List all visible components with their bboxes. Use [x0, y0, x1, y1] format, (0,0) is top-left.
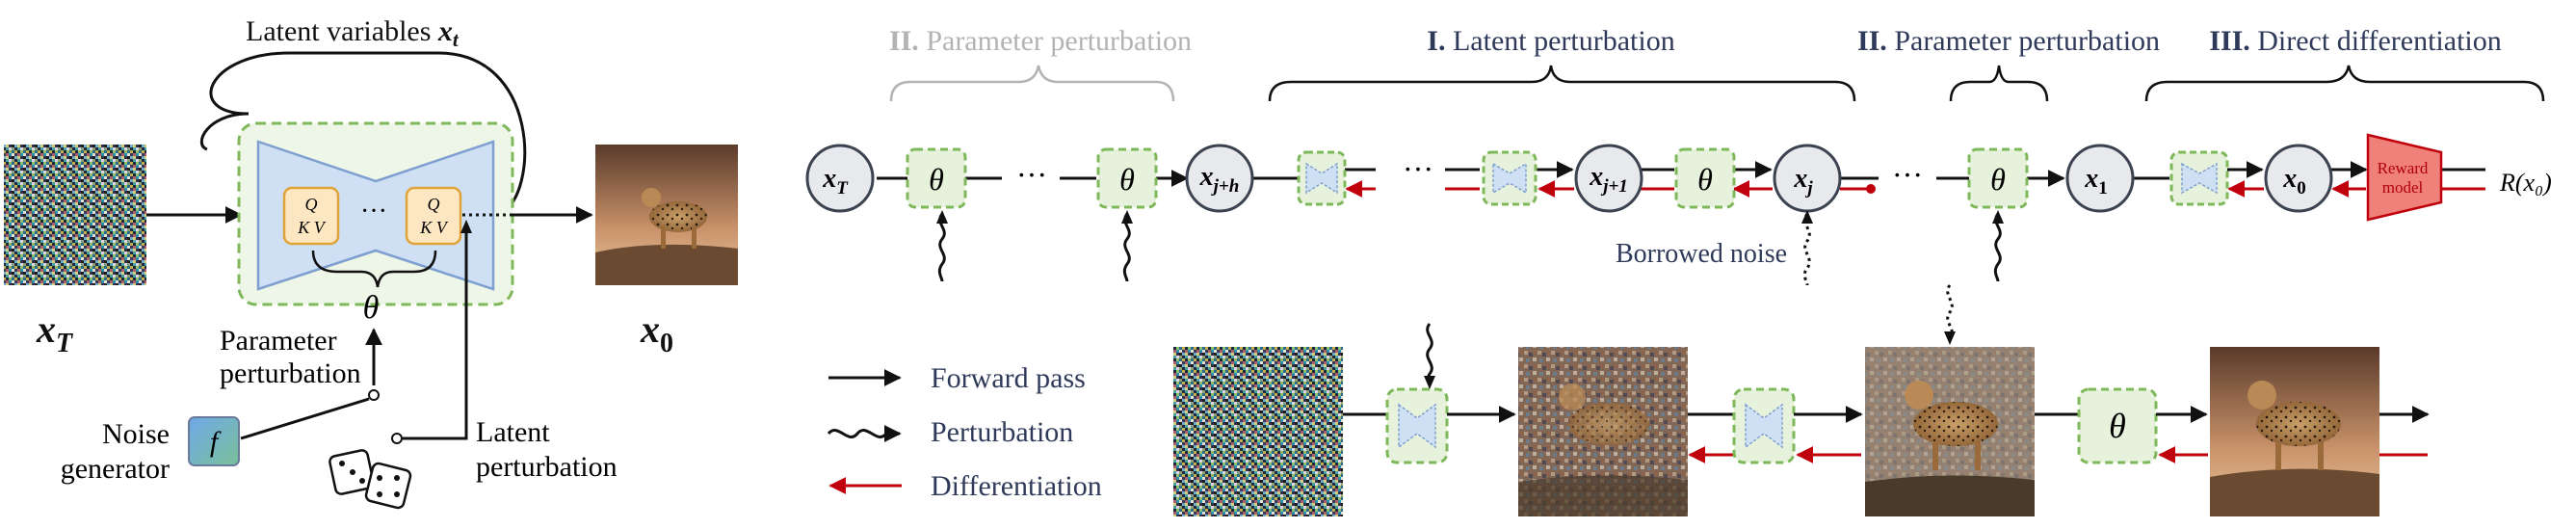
svg-text:θ: θ: [1990, 162, 2006, 197]
legend-perturb-label: Perturbation: [931, 416, 1073, 448]
dice-icon: [329, 449, 412, 510]
qkv-dots: ···: [360, 197, 387, 226]
switch-node-top: [368, 389, 380, 401]
theta-box-3: θ: [1674, 147, 1736, 209]
bottom-image-noisy-2: [1865, 347, 2035, 516]
svg-text:xj+1: xj+1: [1589, 162, 1628, 197]
section-i-title: I. Latent perturbation: [1427, 25, 1674, 57]
svg-text:xj: xj: [1793, 164, 1813, 198]
latent-loop-line: [209, 51, 527, 216]
svg-text:xT: xT: [822, 164, 849, 198]
dots-1: ···: [1016, 157, 1047, 192]
theta-left: θ: [363, 290, 380, 326]
section-headers: II. Parameter perturbation I. Latent per…: [889, 25, 2545, 102]
unet-mini-3: [2169, 150, 2229, 206]
x0-image: [595, 145, 738, 285]
theta-box-2: θ: [1096, 147, 1158, 209]
node-xj: xj: [1773, 144, 1842, 213]
node-xT: xT: [805, 144, 875, 213]
latent-pert-line2: perturbation: [476, 451, 618, 483]
brace-iii: [2144, 65, 2545, 102]
brace-ii: [1949, 65, 2049, 102]
legend: Forward pass Perturbation Differentiatio…: [827, 362, 1102, 502]
squiggle-3: [1993, 213, 2002, 282]
squiggle-1: [937, 213, 946, 282]
bottom-squiggle-borrowed: [1946, 284, 1954, 339]
theta-brace: [311, 250, 437, 288]
left-panel: Latent variables xt xT Q K V ··· Q K V θ: [4, 15, 738, 510]
qkv-left: [282, 186, 340, 246]
bottom-image-clean: [2210, 347, 2379, 516]
svg-text:θ: θ: [1119, 162, 1135, 197]
node-xj1: xj+1: [1574, 144, 1643, 213]
bottom-unet-1: [1385, 387, 1449, 464]
qkv-right-kv: K V: [419, 218, 449, 237]
switch-lever: [240, 397, 370, 440]
qkv-right-q: Q: [428, 195, 440, 214]
section-ii-faded-title: II. Parameter perturbation: [889, 25, 1192, 57]
theta-box-1: θ: [906, 147, 967, 209]
param-pert-line1: Parameter: [220, 325, 337, 357]
svg-text:θ: θ: [1697, 162, 1713, 197]
bottom-theta-box: θ: [2077, 387, 2158, 464]
switch-node-bottom: [391, 433, 403, 444]
svg-text:Reward: Reward: [2378, 159, 2429, 177]
latent-loop-left: [200, 112, 250, 151]
borrowed-noise-label: Borrowed noise: [1616, 239, 1787, 269]
reward-model: Reward model: [2366, 133, 2443, 222]
svg-text:x0: x0: [2282, 164, 2306, 198]
theta-box-4: θ: [1967, 147, 2029, 209]
svg-text:model: model: [2382, 178, 2424, 197]
node-x1: x1: [2065, 144, 2135, 213]
legend-forward-label: Forward pass: [931, 362, 1086, 394]
svg-text:xj+h: xj+h: [1199, 162, 1240, 197]
bottom-unet-2: [1732, 387, 1796, 464]
section-ii-title: II. Parameter perturbation: [1857, 25, 2160, 57]
bottom-noise-image: [1173, 347, 1343, 516]
node-xjh: xj+h: [1185, 144, 1254, 213]
param-pert-line2: perturbation: [220, 357, 361, 389]
dots-3: ···: [1892, 157, 1923, 192]
xT-label: xT: [36, 307, 74, 358]
bottom-pipeline: θ: [1173, 284, 2430, 516]
node-x0: x0: [2264, 144, 2333, 213]
xT-noise-image: [4, 145, 146, 285]
latent-variables-title: Latent variables xt: [246, 15, 460, 51]
noise-gen-line1: Noise: [102, 418, 170, 450]
qkv-left-q: Q: [305, 195, 318, 214]
squiggle-2: [1122, 213, 1131, 282]
svg-text:θ: θ: [2109, 407, 2126, 445]
noise-gen-line2: generator: [61, 453, 170, 485]
qkv-right: [405, 186, 462, 246]
unet-mini-1: [1297, 150, 1347, 206]
qkv-left-kv: K V: [297, 218, 327, 237]
bottom-image-noisy-1: [1518, 347, 1688, 516]
dots-2: ···: [1403, 151, 1433, 186]
squiggle-borrowed: [1802, 213, 1811, 286]
x0-label: x0: [640, 307, 673, 358]
top-pipeline: ··· ··· ··· xT xj+h xj+1 xj x1 x0: [805, 133, 2552, 286]
svg-text:θ: θ: [929, 162, 944, 197]
section-iii-title: III. Direct differentiation: [2209, 25, 2502, 57]
legend-diff-label: Differentiation: [931, 470, 1102, 502]
latent-pert-line1: Latent: [476, 416, 550, 448]
brace-ii-faded: [889, 65, 1175, 102]
svg-text:x1: x1: [2084, 164, 2108, 198]
latent-pert-line: [403, 224, 468, 440]
brace-i: [1268, 65, 1856, 102]
reward-output-label: R(x₀): [2499, 169, 2552, 197]
noise-generator-box: [188, 416, 240, 466]
unet-mini-2: [1482, 150, 1538, 206]
legend-perturb-squiggle: [827, 429, 888, 438]
